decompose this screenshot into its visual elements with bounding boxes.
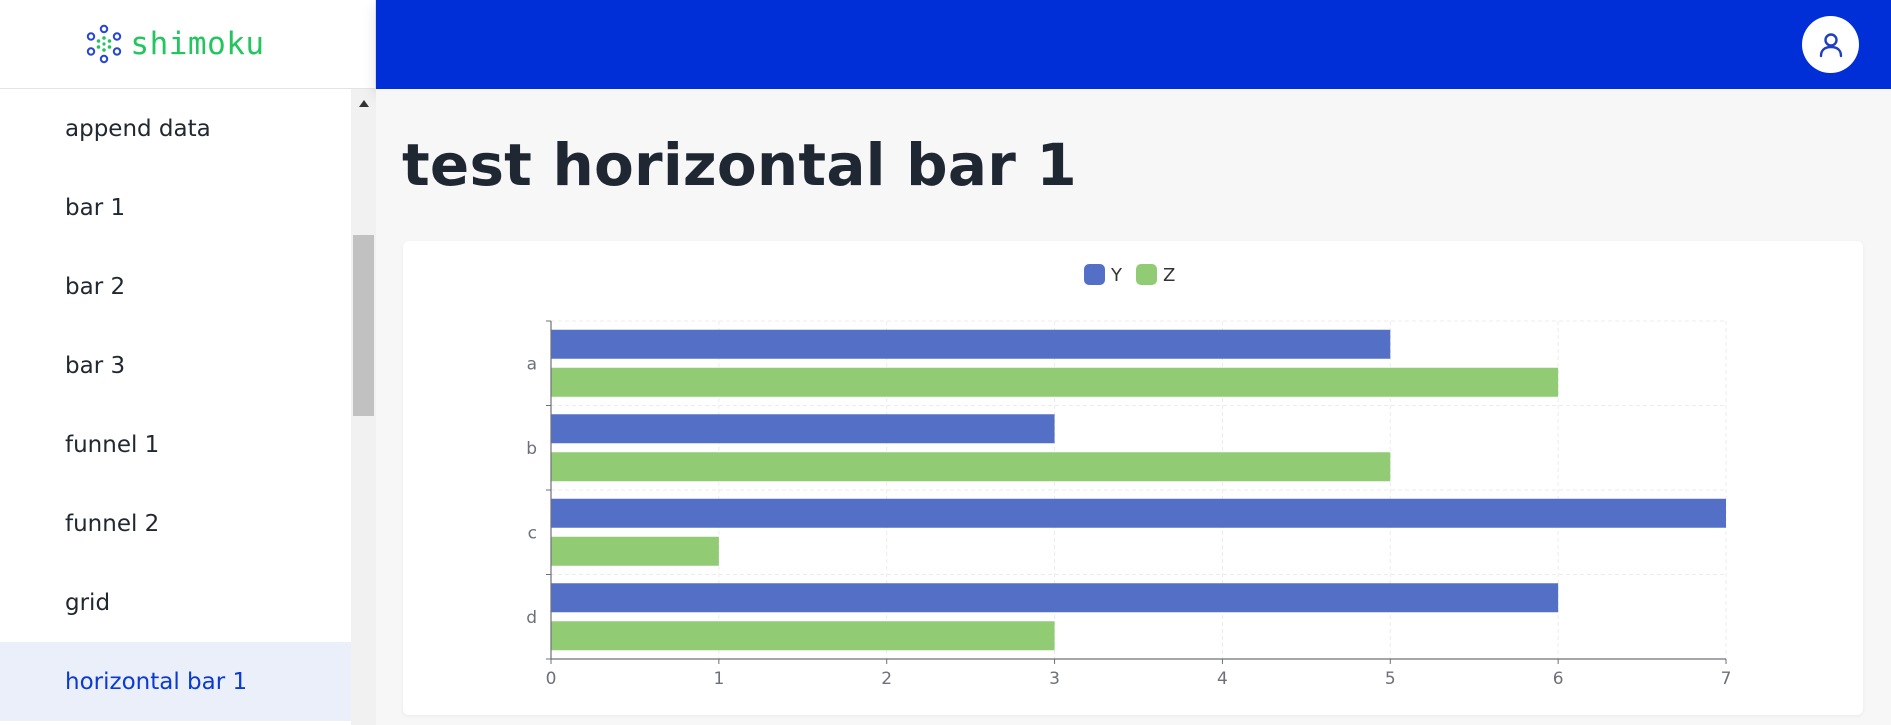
sidebar-item-funnel-1[interactable]: funnel 1 — [65, 431, 160, 458]
x-tick-label-4: 4 — [1217, 669, 1228, 689]
y-tick-label-b: b — [526, 439, 537, 459]
horizontal-bar-chart: a b c d 0 1 2 3 4 5 6 7 Y Z — [526, 264, 1732, 689]
bar-y-a — [551, 329, 1391, 359]
bar-y-c — [551, 498, 1726, 528]
legend-swatch-y — [1084, 264, 1105, 285]
y-tick-label-d: d — [526, 608, 537, 628]
sidebar-item-bar-3[interactable]: bar 3 — [65, 352, 126, 379]
page-title: test horizontal bar 1 — [402, 131, 1077, 199]
legend-label-z: Z — [1163, 265, 1175, 286]
bar-z-a — [551, 367, 1559, 397]
y-tick-label-a: a — [527, 354, 537, 374]
sidebar-item-funnel-2[interactable]: funnel 2 — [65, 510, 160, 537]
legend-label-y: Y — [1110, 265, 1123, 286]
x-tick-label-6: 6 — [1553, 669, 1564, 689]
sidebar-menu: append data bar 1 bar 2 bar 3 funnel 1 f… — [0, 89, 351, 725]
x-tick-label-5: 5 — [1385, 669, 1396, 689]
bar-z-d — [551, 621, 1055, 651]
user-account-button[interactable] — [1802, 16, 1859, 73]
brand-logo[interactable]: shimoku — [0, 0, 375, 89]
x-tick-label-0: 0 — [546, 669, 557, 689]
sidebar-item-bar-1[interactable]: bar 1 — [65, 194, 126, 221]
main-content: test horizontal bar 1 a b c d 0 1 2 3 4 5 6 7 Y Z — [376, 89, 1891, 725]
x-tick-label-7: 7 — [1721, 669, 1732, 689]
x-tick-label-2: 2 — [881, 669, 892, 689]
sidebar-item-bar-2[interactable]: bar 2 — [65, 273, 126, 300]
legend-swatch-z — [1136, 264, 1157, 285]
user-icon — [1819, 32, 1842, 57]
sidebar-item-grid[interactable]: grid — [65, 589, 111, 616]
brand-name: shimoku — [130, 26, 265, 62]
sidebar: shimoku append data bar 1 bar 2 bar 3 fu… — [0, 0, 376, 725]
shimoku-logo-icon — [87, 24, 122, 64]
bar-z-b — [551, 452, 1391, 482]
scroll-up-arrow-icon[interactable] — [351, 89, 376, 117]
top-header — [376, 0, 1891, 89]
bar-y-b — [551, 414, 1055, 444]
x-tick-label-1: 1 — [713, 669, 724, 689]
y-tick-label-c: c — [528, 523, 537, 543]
sidebar-item-append-data[interactable]: append data — [65, 115, 211, 142]
bar-z-c — [551, 536, 719, 566]
sidebar-item-horizontal-bar-1[interactable]: horizontal bar 1 — [0, 642, 351, 721]
sidebar-scrollbar[interactable] — [351, 89, 376, 725]
bar-y-d — [551, 583, 1559, 613]
x-tick-label-3: 3 — [1049, 669, 1060, 689]
scrollbar-thumb[interactable] — [353, 235, 374, 416]
chart-card: a b c d 0 1 2 3 4 5 6 7 Y Z — [403, 241, 1863, 715]
